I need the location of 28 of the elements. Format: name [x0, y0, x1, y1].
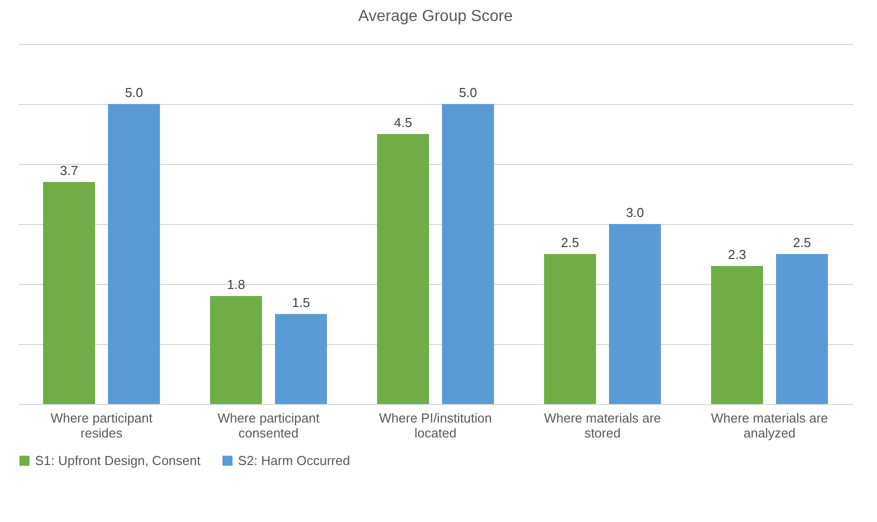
legend-label: S1: Upfront Design, Consent [35, 452, 201, 468]
data-label: 5.0 [458, 85, 478, 100]
x-tick-label: Where materials are analyzed [710, 410, 828, 440]
bar [608, 224, 661, 404]
x-tick-label: Where PI/institution located [379, 410, 492, 440]
x-tick-label: Where participant resides [50, 410, 153, 440]
bar [711, 266, 764, 404]
data-label: 2.5 [560, 235, 580, 250]
data-label: 3.7 [60, 163, 78, 178]
x-tick-label: Where materials are stored [544, 410, 662, 440]
bar [776, 254, 828, 404]
chart-title: Average Group Score [358, 8, 513, 25]
bar [274, 314, 327, 404]
legend-label: S2: Harm Occurred [238, 452, 350, 468]
data-label: 3.0 [626, 205, 644, 220]
data-label: 5.0 [124, 85, 144, 100]
bar [108, 104, 160, 404]
bar [43, 182, 96, 404]
data-label: 1.5 [292, 295, 310, 310]
data-label: 2.3 [728, 247, 746, 262]
bar [377, 134, 430, 404]
x-tick-label: Where participant consented [218, 410, 320, 440]
data-label: 4.5 [394, 115, 412, 130]
bar [210, 296, 262, 404]
bar [544, 254, 596, 404]
bar [442, 104, 494, 404]
data-label: 2.5 [792, 235, 812, 250]
data-label: 1.8 [226, 277, 246, 292]
